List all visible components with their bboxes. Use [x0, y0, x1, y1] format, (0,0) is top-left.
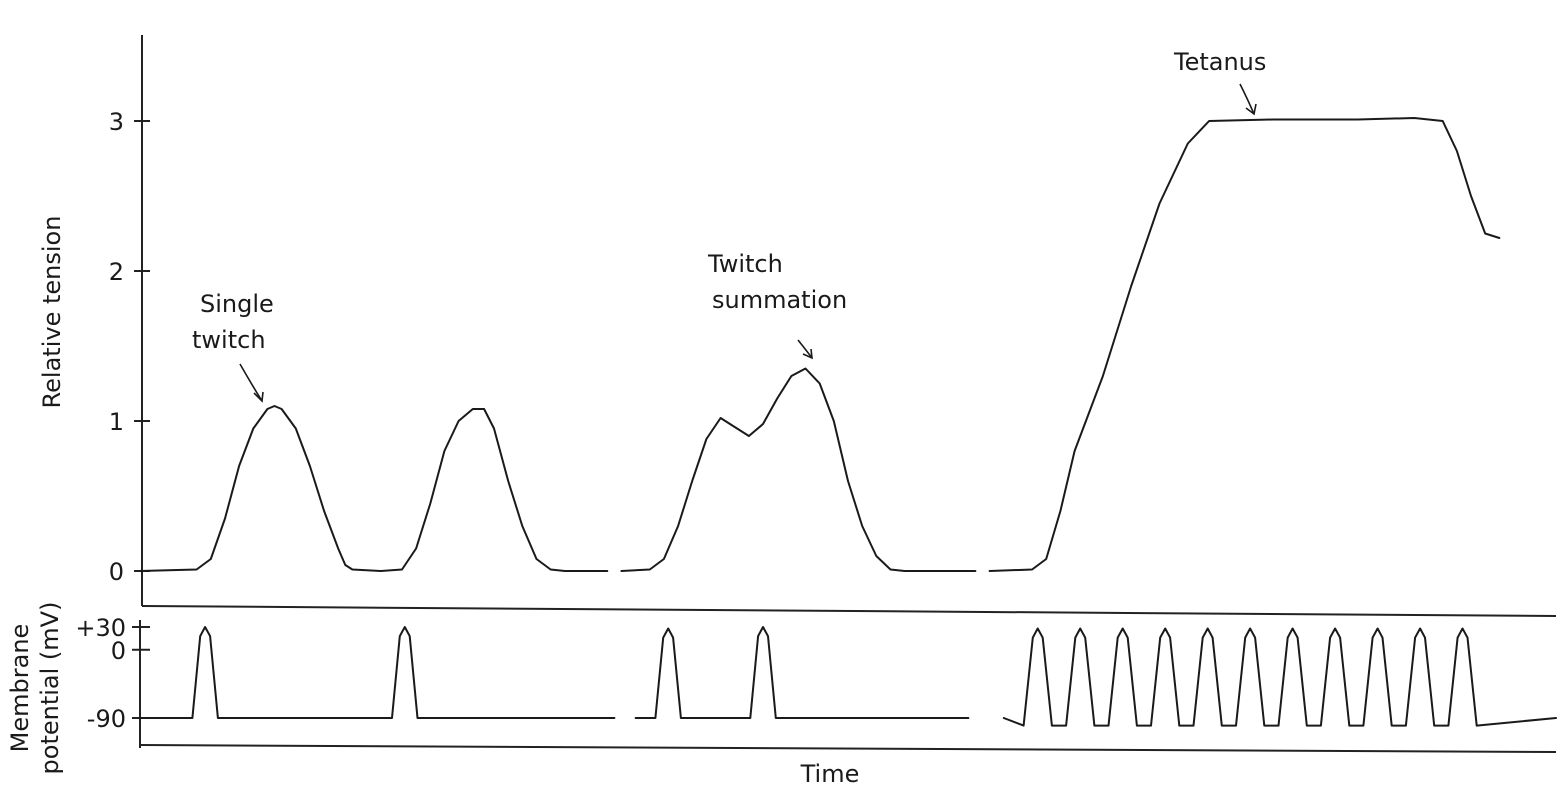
tension-tick-label-1: 1: [109, 408, 124, 436]
annotation-arrowhead-2: [1245, 103, 1257, 116]
time-axis-title: Time: [800, 760, 860, 788]
membrane-tick-label-+30: +30: [75, 614, 126, 642]
tension-trace-segment-3: [620, 367, 977, 572]
annotation-1-line-0: Twitch: [707, 250, 783, 278]
tension-trace-segment-2: [379, 408, 609, 572]
traces-layer: [139, 117, 1557, 727]
annotation-arrowhead-0: [253, 391, 264, 403]
membrane-x-axis: [139, 744, 1557, 753]
tension-x-axis: [141, 605, 1557, 617]
tension-axis-title: Relative tension: [38, 216, 66, 409]
tension-tick-label-2: 2: [109, 258, 124, 286]
membrane-tick-label-0: 0: [111, 637, 126, 665]
annotation-arrow-1: [797, 339, 813, 359]
annotation-arrow-2: [1239, 83, 1255, 115]
tension-trace-segment-1: [139, 405, 382, 572]
annotation-2-line-0: Tetanus: [1173, 48, 1266, 76]
membrane-trace-segment-2: [634, 626, 970, 719]
annotations-layer: Single twitch Twitch summation Tetanus: [192, 48, 1266, 403]
annotation-arrow-0: [239, 363, 263, 402]
tension-trace-segment-4: [988, 117, 1501, 572]
tension-tick-label-0: 0: [109, 558, 124, 586]
membrane-tick-label--90: -90: [87, 705, 126, 733]
annotation-0-line-0: Single: [200, 290, 274, 318]
annotation-1-line-1: summation: [712, 286, 847, 314]
tension-tick-label-3: 3: [109, 108, 124, 136]
membrane-axis-title-line-2: potential (mV): [36, 602, 64, 775]
labels-layer: Relative tension Membrane potential (mV)…: [6, 216, 859, 788]
membrane-axis-title-line-1: Membrane: [6, 624, 34, 753]
annotation-arrowhead-1: [802, 348, 813, 360]
membrane-trace-segment-3: [1002, 627, 1557, 727]
membrane-trace-segment-1: [139, 626, 616, 719]
annotation-0-line-1: twitch: [192, 326, 266, 354]
